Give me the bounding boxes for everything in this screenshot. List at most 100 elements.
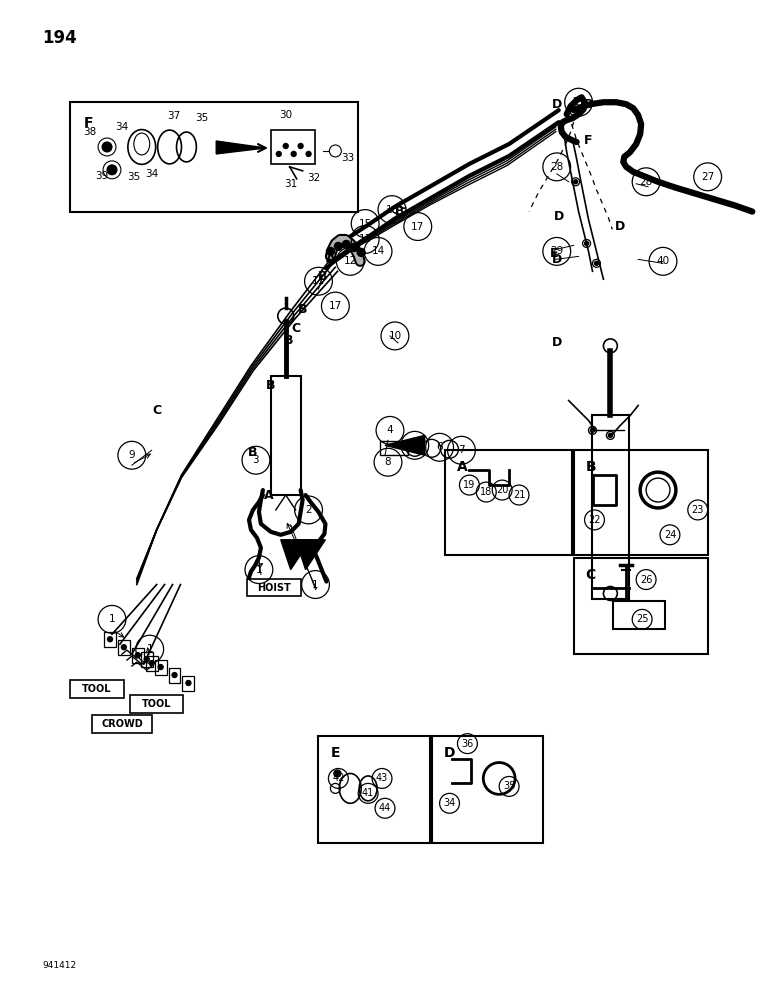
Bar: [591, 415, 629, 599]
Text: 25: 25: [636, 614, 648, 624]
Text: 5: 5: [411, 440, 418, 450]
Text: 1: 1: [256, 565, 262, 575]
Text: D: D: [552, 98, 562, 111]
Bar: [613, 601, 665, 629]
Text: 23: 23: [692, 505, 704, 515]
Circle shape: [172, 673, 177, 678]
Text: A: A: [456, 460, 467, 474]
Circle shape: [291, 151, 296, 156]
Text: 44: 44: [379, 803, 391, 813]
Bar: [432, 736, 543, 843]
Circle shape: [107, 165, 117, 175]
Text: 24: 24: [664, 530, 676, 540]
Text: 28: 28: [550, 162, 564, 172]
Text: 37: 37: [167, 111, 180, 121]
Bar: [104, 632, 116, 647]
Text: 41: 41: [362, 788, 374, 798]
Text: 4: 4: [387, 425, 393, 435]
Text: F: F: [84, 116, 93, 130]
Bar: [70, 680, 124, 698]
Text: D: D: [552, 253, 562, 266]
Bar: [445, 450, 571, 555]
Text: 40: 40: [656, 256, 669, 266]
Polygon shape: [296, 540, 326, 570]
Text: 35: 35: [127, 172, 141, 182]
Bar: [132, 648, 144, 663]
Text: B: B: [318, 270, 327, 283]
Bar: [271, 130, 314, 164]
Circle shape: [135, 653, 141, 658]
Bar: [130, 695, 184, 713]
Text: 21: 21: [513, 490, 525, 500]
Text: 20: 20: [496, 485, 508, 495]
Circle shape: [350, 243, 358, 251]
Bar: [380, 441, 408, 455]
Bar: [271, 376, 300, 495]
Polygon shape: [281, 540, 310, 570]
Circle shape: [149, 661, 154, 666]
Circle shape: [584, 241, 588, 245]
Text: B: B: [585, 460, 596, 474]
Text: 43: 43: [376, 773, 388, 783]
Text: 34: 34: [443, 798, 455, 808]
Text: 6: 6: [436, 442, 443, 452]
Circle shape: [574, 180, 577, 184]
Circle shape: [102, 142, 112, 152]
Bar: [141, 652, 153, 667]
Text: C: C: [585, 568, 596, 582]
Text: 16: 16: [385, 205, 398, 215]
Bar: [182, 676, 195, 691]
Text: 8: 8: [384, 457, 391, 467]
Circle shape: [334, 770, 340, 777]
Text: 19: 19: [463, 480, 476, 490]
Text: 28: 28: [639, 177, 653, 187]
Text: C: C: [398, 199, 406, 212]
Text: E: E: [550, 247, 558, 260]
Text: 34: 34: [145, 169, 158, 179]
Circle shape: [357, 248, 365, 256]
Text: 9: 9: [128, 450, 135, 460]
Circle shape: [342, 240, 350, 248]
Text: 29: 29: [550, 246, 564, 256]
Text: 34: 34: [115, 122, 129, 132]
Text: 32: 32: [307, 173, 320, 183]
Text: 1: 1: [109, 614, 115, 624]
Text: 194: 194: [42, 29, 77, 47]
Text: E: E: [330, 746, 340, 760]
Circle shape: [334, 242, 342, 250]
Text: 39: 39: [96, 171, 109, 181]
Text: F: F: [584, 134, 593, 147]
Text: 15: 15: [358, 219, 372, 229]
Circle shape: [276, 151, 281, 156]
Circle shape: [327, 247, 334, 255]
Text: 27: 27: [572, 97, 585, 107]
Text: 7: 7: [458, 445, 465, 455]
Text: 2: 2: [305, 505, 312, 515]
Text: 11: 11: [312, 276, 325, 286]
Text: TOOL: TOOL: [83, 684, 112, 694]
Bar: [168, 668, 181, 683]
Circle shape: [298, 143, 303, 148]
Text: CROWD: CROWD: [101, 719, 143, 729]
Text: B: B: [266, 379, 276, 392]
Text: 14: 14: [371, 246, 384, 256]
Circle shape: [608, 433, 612, 437]
Text: 10: 10: [388, 331, 401, 341]
Text: B: B: [284, 334, 293, 347]
Text: 941412: 941412: [42, 961, 76, 970]
Text: 13: 13: [358, 234, 372, 244]
Polygon shape: [216, 141, 266, 154]
Text: 33: 33: [342, 153, 355, 163]
Circle shape: [144, 657, 149, 662]
Text: HOIST: HOIST: [257, 583, 291, 593]
Text: D: D: [584, 98, 594, 111]
Text: D: D: [554, 210, 564, 223]
Text: 1: 1: [312, 580, 319, 590]
Text: B: B: [249, 446, 258, 459]
Text: 26: 26: [640, 575, 652, 585]
Bar: [154, 660, 167, 675]
Text: 30: 30: [279, 110, 293, 120]
Text: 36: 36: [462, 739, 473, 749]
Text: A: A: [264, 489, 273, 502]
Text: D: D: [444, 746, 455, 760]
